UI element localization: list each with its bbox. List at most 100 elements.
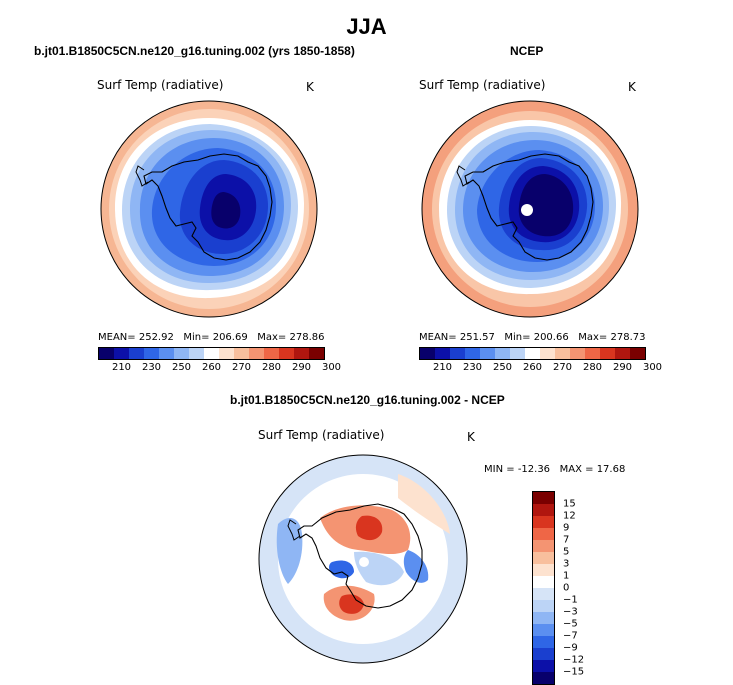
colorbar-tick-label: 7 <box>563 534 570 546</box>
antarctic-peninsula <box>287 519 301 541</box>
panel-3-field-label: Surf Temp (radiative) <box>258 428 385 442</box>
colorbar-tick-label: 280 <box>261 362 282 373</box>
panel-1-min-label: Min= <box>183 332 210 343</box>
colorbar-swatch <box>525 348 540 359</box>
panel-1-max-value: 278.86 <box>289 332 325 343</box>
panel-3-min-value: -12.36 <box>517 464 551 475</box>
colorbar-tick-label: −3 <box>563 606 578 618</box>
colorbar-tick-label: 250 <box>171 362 192 373</box>
colorbar-swatch <box>480 348 495 359</box>
colorbar-swatch <box>533 492 554 504</box>
panel-2-colorbar-ticks: 210 230 250 260 270 280 290 300 <box>419 362 662 374</box>
panel-3-min-label: MIN = <box>484 464 515 475</box>
contour-darkest <box>211 192 241 229</box>
panel-1-map <box>100 100 318 318</box>
colorbar-swatch <box>533 552 554 564</box>
panel-1-mean-value: 252.92 <box>138 332 174 343</box>
colorbar-tick-label: −15 <box>563 666 585 678</box>
colorbar-tick-label: 290 <box>612 362 633 373</box>
colorbar-swatch <box>585 348 600 359</box>
panel-2-colorbar <box>419 347 646 360</box>
colorbar-tick-label: 230 <box>141 362 162 373</box>
colorbar-swatch <box>249 348 264 359</box>
missing-data-pole <box>359 557 369 567</box>
colorbar-swatch <box>555 348 570 359</box>
colorbar-tick-label: 3 <box>563 558 570 570</box>
colorbar-swatch <box>465 348 480 359</box>
panel-1-field-label: Surf Temp (radiative) <box>97 78 224 92</box>
colorbar-tick-label: −9 <box>563 642 578 654</box>
colorbar-swatch <box>264 348 279 359</box>
colorbar-swatch <box>159 348 174 359</box>
colorbar-swatch <box>189 348 204 359</box>
missing-data-pole <box>521 204 533 216</box>
colorbar-swatch <box>533 648 554 660</box>
panel-2-max-label: Max= <box>578 332 608 343</box>
antarctic-peninsula <box>456 165 470 187</box>
panel-1-mean-label: MEAN= <box>98 332 136 343</box>
diff-pale-warm-ne <box>398 474 450 534</box>
colorbar-swatch <box>99 348 114 359</box>
contour-darkest <box>518 174 574 237</box>
panel-1-colorbar-ticks: 210 230 250 260 270 280 290 300 <box>98 362 341 374</box>
colorbar-swatch <box>615 348 630 359</box>
colorbar-swatch <box>144 348 159 359</box>
colorbar-tick-label: 270 <box>552 362 573 373</box>
colorbar-tick-label: 260 <box>201 362 222 373</box>
panel-2-stats: MEAN= 251.57 Min= 200.66 Max= 278.73 <box>419 332 646 343</box>
colorbar-swatch <box>294 348 309 359</box>
colorbar-tick-label: 250 <box>492 362 513 373</box>
colorbar-swatch <box>435 348 450 359</box>
colorbar-tick-label: 12 <box>563 510 576 522</box>
colorbar-swatch <box>450 348 465 359</box>
colorbar-tick-label: 270 <box>231 362 252 373</box>
panel-3-colorbar <box>532 491 555 685</box>
colorbar-tick-label: 230 <box>462 362 483 373</box>
colorbar-tick-label: 1 <box>563 570 570 582</box>
colorbar-swatch <box>279 348 294 359</box>
colorbar-tick-label: 260 <box>522 362 543 373</box>
colorbar-swatch <box>533 636 554 648</box>
panel-2-title: NCEP <box>510 44 544 58</box>
panel-3-max-label: MAX = <box>559 464 594 475</box>
panel-2-mean-label: MEAN= <box>419 332 457 343</box>
colorbar-tick-label: 210 <box>111 362 132 373</box>
panel-3-colorbar-ticks: 15 12 9 7 5 3 1 0 −1 −3 −5 −7 −9 −12 −15 <box>563 491 603 683</box>
colorbar-tick-label: −12 <box>563 654 585 666</box>
colorbar-swatch <box>533 612 554 624</box>
colorbar-tick-label: −7 <box>563 630 578 642</box>
panel-2-min-value: 200.66 <box>533 332 569 343</box>
panel-3-title: b.jt01.B1850C5CN.ne120_g16.tuning.002 - … <box>230 393 505 407</box>
panel-1-units: K <box>306 80 314 94</box>
colorbar-swatch <box>533 576 554 588</box>
colorbar-tick-label: 300 <box>321 362 342 373</box>
colorbar-swatch <box>129 348 144 359</box>
panel-2-map <box>421 100 639 318</box>
colorbar-swatch <box>219 348 234 359</box>
panel-3-stats: MIN = -12.36 MAX = 17.68 <box>484 464 625 475</box>
colorbar-swatch <box>630 348 645 359</box>
panel-2-field-label: Surf Temp (radiative) <box>419 78 546 92</box>
panel-1-title: b.jt01.B1850C5CN.ne120_g16.tuning.002 (y… <box>34 44 355 58</box>
colorbar-swatch <box>204 348 219 359</box>
panel-1-max-label: Max= <box>257 332 287 343</box>
panel-3-units: K <box>467 430 475 444</box>
colorbar-swatch <box>533 624 554 636</box>
colorbar-swatch <box>533 528 554 540</box>
diff-blue-west <box>276 518 303 584</box>
colorbar-swatch <box>533 540 554 552</box>
colorbar-swatch <box>600 348 615 359</box>
antarctica-coastline <box>464 153 594 261</box>
panel-2-units: K <box>628 80 636 94</box>
colorbar-tick-label: 0 <box>563 582 570 594</box>
colorbar-tick-label: 280 <box>582 362 603 373</box>
panel-3-max-value: 17.68 <box>596 464 626 475</box>
panel-1-stats: MEAN= 252.92 Min= 206.69 Max= 278.86 <box>98 332 325 343</box>
diff-red-south <box>339 594 364 614</box>
colorbar-tick-label: 5 <box>563 546 570 558</box>
colorbar-tick-label: 9 <box>563 522 570 534</box>
antarctica-coastline <box>143 153 273 261</box>
colorbar-swatch <box>174 348 189 359</box>
colorbar-tick-label: 15 <box>563 498 576 510</box>
colorbar-swatch <box>533 600 554 612</box>
